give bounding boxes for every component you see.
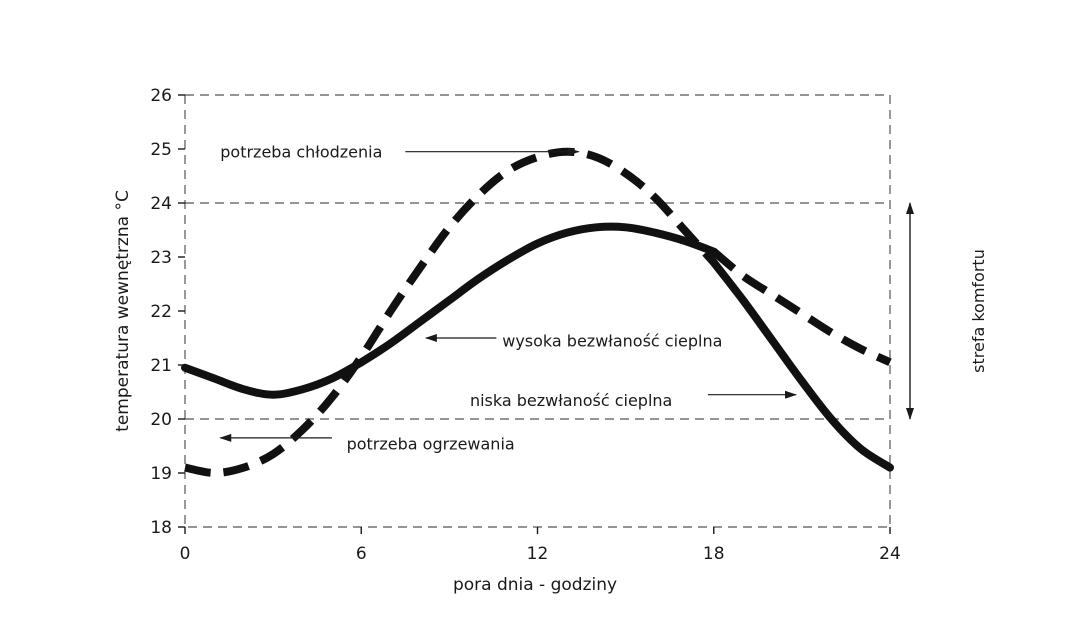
x-tick-label-18: 18 (703, 544, 725, 564)
series-layer (181, 147, 894, 477)
x-axis-title: pora dnia - godziny (453, 575, 617, 595)
y-tick-label-26: 26 (150, 86, 172, 106)
series-line-2-dashed (711, 248, 892, 366)
y-tick-label-21: 21 (150, 356, 172, 376)
x-tick-label-6: 6 (356, 544, 367, 564)
y-tick-label-23: 23 (150, 248, 172, 268)
y-tick-label-25: 25 (150, 140, 172, 160)
label-high_inertia: wysoka bezwłaność cieplna (502, 332, 722, 351)
series-line-4-solid (709, 258, 894, 472)
y-tick-label-22: 22 (150, 302, 172, 322)
label-low_inertia: niska bezwłaność cieplna (470, 391, 672, 410)
y-tick-label-24: 24 (150, 194, 172, 214)
annotation-layer: potrzeba chłodzenia potrzeba ogrzewania wy… (219, 143, 988, 453)
x-tick-label-24: 24 (879, 544, 901, 564)
x-tick-label-0: 0 (180, 544, 191, 564)
y-tick-label-19: 19 (150, 464, 172, 484)
y-tick-label-18: 18 (150, 518, 172, 538)
series-line-1-solid (181, 222, 718, 399)
label-heating: potrzeba ogrzewania (347, 434, 515, 453)
tick-layer: 18 19 20 21 22 23 24 25 26 0 6 12 18 24 (150, 86, 900, 564)
series-line-3-dashed (184, 147, 717, 477)
y-axis-title: temperatura wewnętrzna °C (113, 190, 133, 432)
x-tick-label-12: 12 (527, 544, 549, 564)
y-tick-label-20: 20 (150, 410, 172, 430)
label-comfort: strefa komfortu (969, 249, 988, 373)
label-cooling: potrzeba chłodzenia (220, 143, 382, 162)
